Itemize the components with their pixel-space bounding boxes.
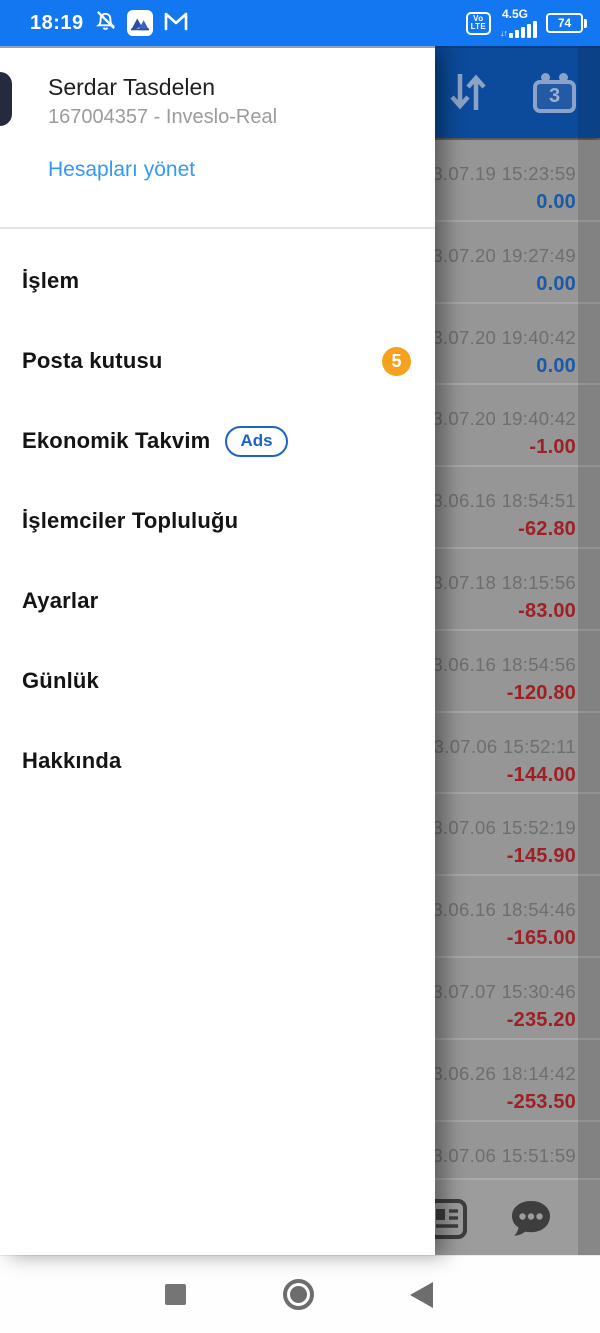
menu-item-label: İşlemciler Topluluğu: [22, 508, 239, 533]
clock: 18:19: [30, 11, 84, 34]
drawer-menu-item[interactable]: Posta kutusu 5: [0, 321, 435, 401]
history-row-date: 23.06.16 18:54:56: [421, 653, 576, 675]
screen-edge-shade: [578, 46, 600, 1255]
notifications-off-icon: [94, 9, 117, 37]
android-nav-bar: [0, 1255, 600, 1333]
menu-item-label: Hakkında: [22, 748, 122, 773]
calendar-icon[interactable]: 3: [533, 73, 576, 113]
calendar-body: 3: [533, 80, 576, 113]
calendar-badge: 3: [548, 85, 561, 107]
history-row-date: 23.06.26 18:14:42: [421, 1062, 576, 1084]
gmail-icon: [163, 10, 189, 37]
history-row-date: 23.07.20 19:40:42: [421, 408, 576, 430]
volte-badge: Vo LTE: [465, 11, 491, 35]
avatar[interactable]: [0, 72, 12, 126]
navigation-drawer: Serdar Tasdelen 167004357 - Inveslo-Real…: [0, 46, 435, 1255]
menu-item-label: Ekonomik Takvim: [22, 428, 211, 453]
signal-bars-icon: [509, 21, 537, 38]
history-row-date: 23.07.07 15:30:46: [421, 980, 576, 1002]
history-row-value: -62.80: [518, 518, 576, 541]
calendar-ring: [559, 73, 568, 82]
menu-item-label: Ayarlar: [22, 588, 99, 613]
drawer-menu: İşlem Posta kutusu 5 Ekonomik Takvim Ads: [0, 241, 435, 801]
history-row-value: -165.00: [506, 927, 576, 950]
history-row-date: 23.07.06 15:51:59: [421, 1144, 576, 1166]
drawer-menu-item[interactable]: Ayarlar: [0, 561, 435, 641]
battery-icon: 74: [546, 13, 587, 33]
data-arrows-icon: ↓↑: [500, 28, 508, 38]
history-row-date: 23.07.18 18:15:56: [421, 571, 576, 593]
drawer-menu-item[interactable]: Günlük: [0, 641, 435, 721]
history-row-value: -235.20: [506, 1008, 576, 1031]
status-bar-left: 18:19: [0, 9, 189, 37]
history-row-value: -144.00: [506, 763, 576, 786]
menu-item-label: İşlem: [22, 268, 80, 293]
history-row-value: 0.00: [536, 354, 576, 377]
battery-percent: 74: [557, 16, 572, 30]
drawer-menu-item[interactable]: İşlem: [0, 241, 435, 321]
menu-item-label: Günlük: [22, 668, 99, 693]
recents-icon[interactable]: [165, 1284, 186, 1305]
status-bar: 18:19: [0, 0, 600, 46]
manage-accounts-link[interactable]: Hesapları yönet: [48, 158, 196, 181]
gallery-icon: [126, 10, 153, 36]
home-icon[interactable]: [283, 1279, 314, 1310]
drawer-menu-item[interactable]: Hakkında: [0, 721, 435, 801]
status-bar-right: Vo LTE 4.5G ↓↑ 74: [465, 8, 600, 38]
sort-icon[interactable]: [448, 71, 488, 118]
history-row-date: 23.07.19 15:23:59: [421, 163, 576, 184]
divider: [0, 227, 435, 229]
history-row-date: 23.07.20 19:40:42: [421, 326, 576, 348]
unread-count-badge: 5: [382, 346, 411, 376]
history-row-date: 23.07.20 19:27:49: [421, 244, 576, 266]
calendar-ring: [541, 73, 550, 82]
history-row-date: 23.06.16 18:54:46: [421, 899, 576, 921]
history-row-value: 0.00: [536, 191, 576, 213]
back-icon[interactable]: [410, 1282, 433, 1308]
drawer-menu-item[interactable]: Ekonomik Takvim Ads: [0, 401, 435, 481]
history-row-value: 0.00: [536, 272, 576, 295]
chat-icon[interactable]: [508, 1198, 554, 1245]
history-row-value: -253.50: [506, 1090, 576, 1113]
account-number: 167004357 - Inveslo-Real: [48, 106, 278, 128]
menu-item-label: Posta kutusu: [22, 348, 163, 373]
ads-tag: Ads: [225, 425, 288, 457]
history-row-value: -120.80: [506, 681, 576, 704]
history-row-date: 23.06.16 18:54:51: [421, 490, 576, 512]
user-name: Serdar Tasdelen: [48, 74, 216, 100]
history-row-value: -83.00: [518, 599, 576, 622]
history-row-value: -1.00: [529, 436, 576, 459]
history-row-date: 23.07.06 15:52:19: [421, 817, 576, 839]
network-type-label: 4.5G: [502, 7, 529, 21]
history-row-date: 23.07.06 15:52:11: [423, 735, 576, 757]
drawer-menu-item[interactable]: İşlemciler Topluluğu: [0, 481, 435, 561]
history-row-value: -145.90: [506, 845, 576, 868]
network-indicator: 4.5G ↓↑: [500, 8, 537, 38]
